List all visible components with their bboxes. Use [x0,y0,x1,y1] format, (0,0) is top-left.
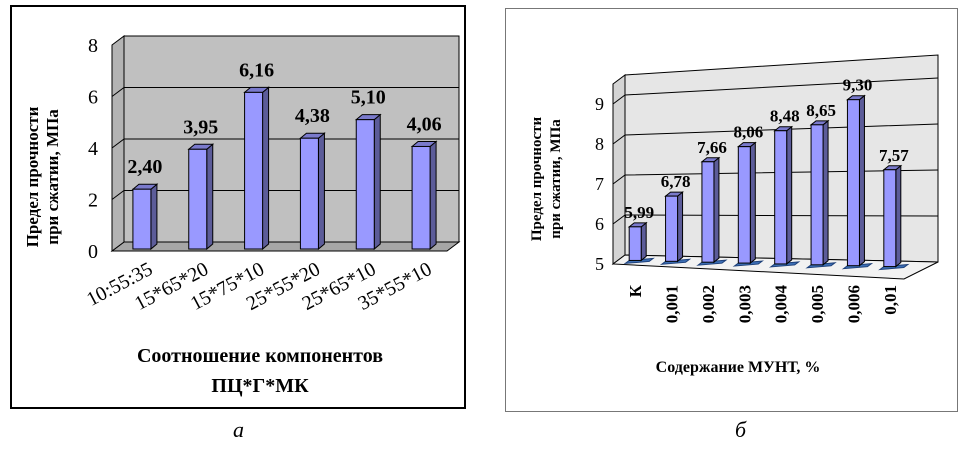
chart-b-bar [846,99,860,267]
chart-b-data-label: 9,30 [843,76,873,95]
chart-a: 024682,4010:55:353,9515*65*206,1615*75*1… [23,35,461,397]
chart-a-data-label: 3,95 [183,116,218,138]
chart-b-x-axis-title: Содержание МУНТ, % [656,359,821,376]
chart-b-ytick-label: 6 [595,214,604,234]
chart-b-bar-side [895,164,902,268]
chart-b-category-label: 0,004 [772,285,791,324]
chart-a-y-axis-title-line2: при сжатии, МПа [43,109,62,245]
caption-b: б [735,417,747,442]
chart-b-bar [628,226,642,261]
chart-b-category-label: 0,006 [844,285,863,323]
chart-a-gridline [111,87,459,97]
chart-a-bar-side [317,132,325,251]
chart-a-bar [132,188,152,250]
chart-b-y-axis-title-line2: при сжатии, МПа [548,119,564,239]
chart-a-panel: 0 2 4 6 8 2,40 10:55:35 3,95 15*65*20 6,16 15*75*1… [10,5,466,409]
chart-b-y-axis-title: Предел прочности [529,117,545,242]
chart-a-bar-side [373,113,381,251]
chart-b-bar-side [713,156,720,264]
chart-b-data-label: 8,65 [806,101,836,120]
chart-b-ytick-label: 8 [595,134,604,154]
chart-b-bar-base [659,258,692,265]
chart-b-bar-side [749,141,756,265]
chart-a-ytick-label: 6 [88,87,98,109]
caption-a: а [233,417,244,442]
chart-b-bar [774,130,788,265]
chart-b-bar-side [786,125,793,265]
chart-b-data-label: 5,99 [624,203,654,222]
chart-b-gridline [612,77,939,105]
chart-b-ytick-label: 7 [595,174,604,194]
chart-b-panel: 5 6 7 8 9 5,99 К 6,78 0,001 7,66 0,002 8,06 0,003 8,4… [505,8,958,412]
chart-a-bar [188,148,208,250]
chart-b-bar [737,146,751,264]
chart-b-category-label: 0,003 [735,285,754,323]
chart-a-data-label: 4,06 [407,113,442,135]
chart-b-category-label: К [626,284,645,297]
chart-a-bar-side [429,140,437,251]
chart-b-bar-side [640,221,647,262]
chart-b: 5 6 7 8 9 5,99 К 6,78 0,001 7,66 0,002 8,06 0,003 8,4… [529,54,939,376]
chart-a-ytick-label: 8 [88,35,98,57]
chart-b-side-wall [612,74,626,265]
chart-a-y-axis-title: Предел прочности [23,106,42,247]
chart-a-bar [299,137,319,250]
chart-b-gridline [612,169,939,185]
chart-a-ytick-label: 2 [88,190,98,212]
chart-a-data-label: 6,16 [239,59,274,81]
chart-a-gridline [111,138,459,149]
chart-b-gridline [612,214,939,225]
chart-b-ytick-label: 9 [595,94,604,114]
chart-b-bar-side [677,191,684,263]
chart-a-data-label: 4,38 [295,105,330,127]
chart-b-bar [810,124,824,266]
chart-a-x-axis-title-line2: ПЦ*Г*МК [211,375,309,397]
chart-a-bar [355,119,375,250]
chart-b-bar [883,169,897,268]
chart-a-data-label: 2,40 [127,156,162,178]
chart-a-bar [411,145,431,250]
chart-a-x-axis-title: Соотношение компонентов [137,345,383,367]
chart-b-category-label: 0,01 [881,285,900,315]
chart-b-bar-side [858,94,865,267]
chart-a-bar-side [262,86,270,251]
chart-b-ytick-label: 5 [595,254,604,274]
chart-b-data-label: 7,57 [879,146,909,165]
chart-b-data-label: 8,06 [733,123,763,142]
chart-b-bar-side [822,119,829,266]
chart-b-category-label: 0,005 [808,285,827,323]
chart-a-bar [244,91,264,250]
chart-b-bar-base [623,257,655,265]
chart-b-bar [665,195,679,262]
chart-b-data-label: 7,66 [697,138,727,157]
chart-a-data-label: 5,10 [351,87,386,109]
chart-b-data-label: 8,48 [770,107,800,126]
chart-a-floor [110,241,461,252]
chart-b-gridline [612,123,939,145]
chart-b-bar-base [768,261,801,268]
chart-b-bar [701,161,715,263]
chart-a-gridline [111,190,459,200]
chart-a-bar-side [150,183,158,251]
chart-b-category-label: 0,002 [699,285,718,323]
chart-a-bar-side [206,143,214,251]
chart-a-ytick-label: 0 [88,241,98,263]
chart-b-category-label: 0,001 [663,285,682,323]
chart-a-ytick-label: 4 [88,138,98,160]
chart-b-data-label: 6,78 [661,172,691,191]
